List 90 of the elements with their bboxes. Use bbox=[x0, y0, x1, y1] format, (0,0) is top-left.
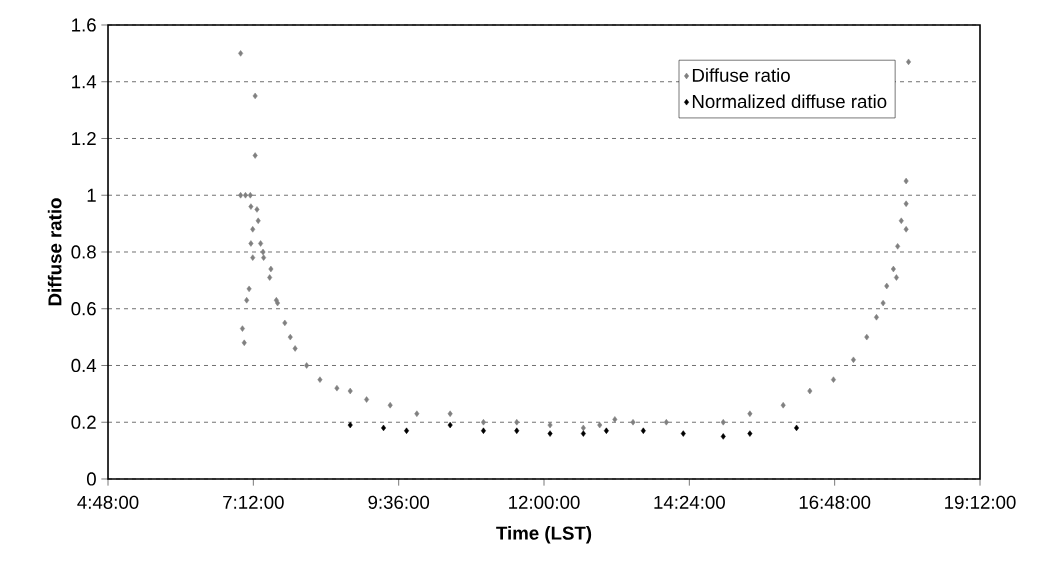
point bbox=[480, 419, 486, 426]
point bbox=[830, 376, 836, 383]
point bbox=[597, 421, 603, 429]
x-tick-label: 16:48:00 bbox=[799, 495, 871, 509]
point bbox=[612, 416, 618, 423]
point bbox=[780, 402, 786, 409]
point bbox=[250, 226, 256, 233]
legend-label: Diffuse ratio bbox=[692, 68, 790, 82]
point bbox=[447, 410, 453, 417]
x-tick-label: 12:00:00 bbox=[509, 495, 580, 509]
point bbox=[260, 248, 266, 256]
x-tick-label: 9:36:00 bbox=[368, 495, 430, 509]
point bbox=[261, 254, 267, 261]
point bbox=[850, 356, 856, 364]
point bbox=[387, 402, 393, 409]
y-tick-label: 1.6 bbox=[72, 18, 96, 32]
point bbox=[238, 192, 244, 199]
point bbox=[244, 297, 250, 304]
point bbox=[603, 427, 609, 434]
y-tick-label: 0.8 bbox=[71, 245, 96, 259]
point bbox=[267, 274, 273, 281]
legend-label: Normalized diffuse ratio bbox=[692, 94, 887, 109]
point bbox=[447, 421, 453, 429]
point bbox=[630, 419, 636, 426]
x-tick-label: 7:12:00 bbox=[223, 495, 284, 509]
point bbox=[248, 240, 254, 247]
point bbox=[807, 387, 813, 395]
point bbox=[243, 192, 248, 199]
point bbox=[246, 285, 252, 293]
point bbox=[547, 421, 553, 429]
y-tick-label: 1.4 bbox=[72, 75, 97, 89]
point bbox=[268, 265, 274, 273]
point bbox=[255, 217, 261, 224]
point bbox=[287, 333, 293, 341]
y-tick-label: 0.2 bbox=[71, 415, 96, 429]
point bbox=[903, 177, 909, 185]
y-tick-label: 0 bbox=[86, 472, 96, 486]
point bbox=[364, 396, 370, 403]
point bbox=[580, 424, 586, 432]
point bbox=[890, 265, 896, 273]
point bbox=[864, 333, 870, 341]
x-axis-title: Time (LST) bbox=[496, 526, 592, 544]
point bbox=[480, 427, 486, 434]
x-tick-label: 4:48:00 bbox=[77, 495, 139, 509]
point bbox=[317, 376, 323, 383]
point bbox=[334, 384, 340, 392]
y-tick-label: 0.6 bbox=[71, 302, 96, 316]
point bbox=[906, 58, 912, 66]
point bbox=[720, 433, 726, 440]
point bbox=[547, 430, 553, 437]
point bbox=[880, 299, 886, 307]
y-tick-label: 1 bbox=[87, 188, 96, 202]
point bbox=[747, 410, 753, 417]
point bbox=[663, 419, 669, 426]
point bbox=[250, 254, 256, 261]
point bbox=[252, 152, 258, 159]
point bbox=[254, 206, 260, 213]
point bbox=[720, 419, 726, 426]
point bbox=[304, 362, 310, 369]
point bbox=[347, 421, 353, 429]
point bbox=[241, 339, 247, 346]
point bbox=[247, 192, 253, 199]
point bbox=[903, 226, 909, 233]
x-tick-label: 14:24:00 bbox=[654, 495, 725, 509]
point bbox=[898, 217, 904, 224]
point bbox=[282, 319, 288, 327]
point bbox=[238, 50, 244, 57]
point bbox=[747, 430, 753, 437]
point bbox=[895, 243, 901, 250]
point bbox=[873, 314, 879, 321]
point bbox=[292, 345, 298, 352]
y-tick-label: 1.2 bbox=[72, 131, 96, 146]
y-axis-title: Diffuse ratio bbox=[47, 198, 62, 306]
point bbox=[347, 387, 353, 395]
point bbox=[258, 240, 264, 247]
point bbox=[414, 410, 420, 417]
point bbox=[893, 274, 899, 281]
x-tick-label: 19:12:00 bbox=[945, 495, 1016, 509]
point bbox=[252, 92, 258, 100]
point bbox=[514, 427, 520, 434]
point bbox=[884, 282, 890, 290]
point bbox=[248, 203, 254, 210]
point bbox=[580, 430, 586, 437]
point bbox=[239, 325, 245, 332]
point bbox=[640, 427, 646, 434]
point bbox=[903, 200, 909, 207]
y-tick-label: 0.4 bbox=[71, 358, 97, 373]
point bbox=[514, 419, 520, 426]
point bbox=[404, 427, 410, 434]
point bbox=[680, 430, 686, 437]
